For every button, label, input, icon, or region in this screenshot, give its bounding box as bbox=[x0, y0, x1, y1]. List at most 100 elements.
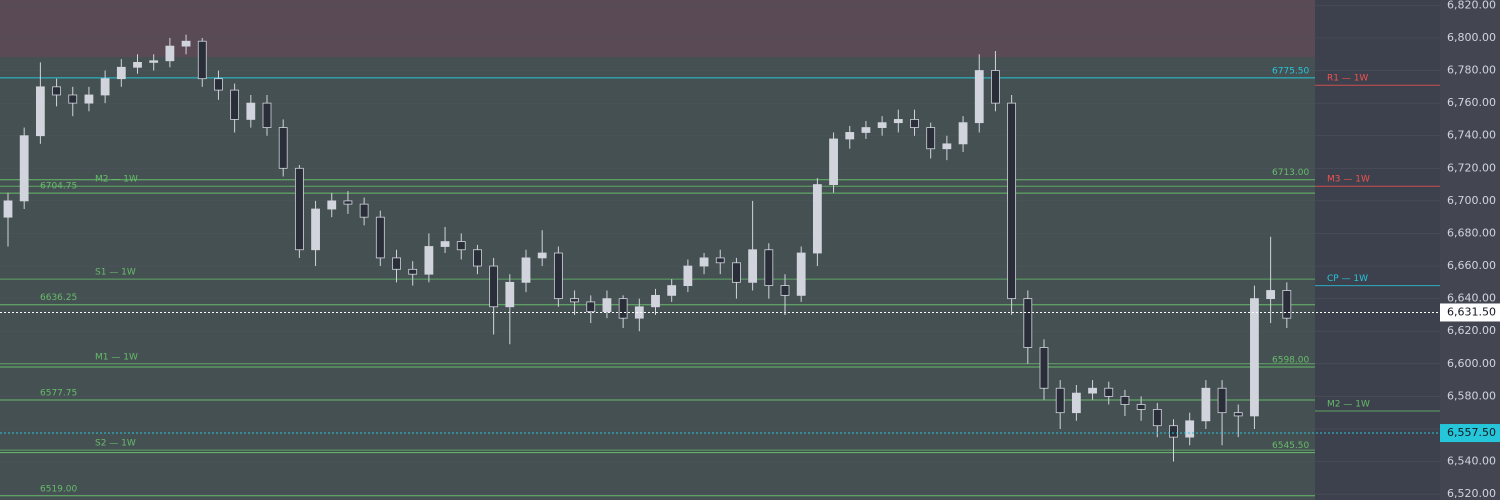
upper-zone bbox=[0, 0, 1315, 57]
candle-body bbox=[893, 119, 903, 124]
candle-body bbox=[311, 208, 320, 251]
y-tick-label: 6,740.00 bbox=[1447, 129, 1496, 142]
candle-body bbox=[181, 40, 191, 47]
level-label: 6577.75 bbox=[40, 389, 77, 399]
pivot-label: M2 — 1W bbox=[1327, 400, 1370, 410]
candle-body bbox=[812, 184, 822, 254]
candle-body bbox=[424, 246, 434, 275]
y-tick-label: 6,600.00 bbox=[1447, 357, 1496, 370]
candle-body bbox=[149, 60, 159, 63]
price-axis bbox=[1440, 0, 1500, 500]
price-marker-box bbox=[1440, 303, 1500, 322]
candle-body bbox=[602, 298, 612, 313]
candle-body bbox=[246, 102, 256, 120]
candle-body bbox=[505, 281, 515, 308]
pivot-label: M2 — 1W bbox=[95, 175, 138, 185]
candle-body bbox=[278, 127, 288, 169]
candle-body bbox=[230, 89, 240, 120]
level-label: 6636.25 bbox=[40, 293, 77, 303]
y-tick-label: 6,620.00 bbox=[1447, 324, 1496, 337]
candle-body bbox=[100, 78, 110, 96]
right-pane bbox=[1315, 0, 1440, 500]
level-label: 6775.50 bbox=[1272, 66, 1309, 76]
range-zone bbox=[0, 57, 1315, 500]
pivot-label: S2 — 1W bbox=[95, 439, 136, 449]
price-marker-label: 6,557.50 bbox=[1447, 426, 1496, 439]
candle-body bbox=[537, 252, 547, 259]
y-tick-label: 6,580.00 bbox=[1447, 389, 1496, 402]
candle-body bbox=[1185, 420, 1195, 438]
candle-body bbox=[1071, 392, 1081, 414]
candle-body bbox=[651, 294, 660, 308]
candle-body bbox=[1152, 409, 1162, 427]
candle-body bbox=[408, 268, 418, 275]
level-label: 6545.50 bbox=[1272, 441, 1309, 451]
candle-body bbox=[1088, 387, 1097, 394]
candle-body bbox=[861, 127, 871, 133]
candle-body bbox=[52, 86, 61, 96]
candle-body bbox=[440, 241, 450, 247]
candle-body bbox=[586, 301, 596, 313]
candle-body bbox=[974, 70, 984, 124]
candle-body bbox=[829, 138, 838, 185]
candle-body bbox=[1250, 298, 1259, 417]
candle-body bbox=[197, 40, 207, 80]
candle-body bbox=[1282, 290, 1292, 319]
candle-body bbox=[1120, 395, 1130, 405]
candle-body bbox=[1233, 412, 1243, 417]
candle-body bbox=[3, 200, 13, 218]
y-tick-label: 6,640.00 bbox=[1447, 292, 1496, 305]
price-marker-label: 6,631.50 bbox=[1447, 305, 1496, 318]
pivot-label: R1 — 1W bbox=[1327, 74, 1368, 84]
candle-body bbox=[667, 285, 677, 296]
candle-body bbox=[780, 285, 790, 296]
candle-body bbox=[634, 306, 644, 319]
candle-body bbox=[375, 216, 385, 259]
candle-body bbox=[68, 94, 78, 104]
y-tick-label: 6,680.00 bbox=[1447, 226, 1496, 239]
candle-body bbox=[1136, 404, 1146, 410]
candle-body bbox=[1055, 387, 1065, 414]
y-tick-label: 6,760.00 bbox=[1447, 96, 1496, 109]
candle-body bbox=[732, 262, 741, 283]
candle-body bbox=[877, 122, 887, 128]
levels-layer: 6775.506713.006704.756636.256598.006577.… bbox=[0, 66, 1440, 497]
candle-body bbox=[1201, 387, 1211, 422]
candle-body bbox=[473, 249, 482, 267]
candle-body bbox=[715, 257, 725, 264]
price-marker-box bbox=[1440, 424, 1500, 443]
candle-body bbox=[764, 249, 774, 286]
pivot-label: M3 — 1W bbox=[1327, 175, 1370, 185]
level-label: 6598.00 bbox=[1272, 356, 1309, 366]
candle-body bbox=[489, 265, 499, 308]
candle-body bbox=[942, 143, 952, 150]
y-tick-label: 6,540.00 bbox=[1447, 455, 1496, 468]
level-label: 6519.00 bbox=[40, 484, 77, 494]
y-tick-label: 6,800.00 bbox=[1447, 31, 1496, 44]
candle-body bbox=[958, 122, 968, 145]
y-tick-label: 6,700.00 bbox=[1447, 194, 1496, 207]
candle-body bbox=[456, 241, 466, 251]
y-tick-label: 6,820.00 bbox=[1447, 0, 1496, 11]
candle-body bbox=[84, 94, 94, 104]
candle-body bbox=[796, 252, 806, 296]
candle-body bbox=[1169, 425, 1178, 438]
candle-body bbox=[748, 249, 758, 283]
candle-body bbox=[19, 135, 29, 202]
candle-body bbox=[392, 257, 401, 270]
candle-body bbox=[262, 102, 272, 128]
candle-body bbox=[845, 132, 855, 140]
candle-body bbox=[926, 127, 936, 150]
candle-body bbox=[553, 252, 563, 300]
y-tick-label: 6,780.00 bbox=[1447, 64, 1496, 77]
level-label: 6713.00 bbox=[1272, 168, 1309, 178]
candle-body bbox=[1217, 387, 1227, 414]
candle-body bbox=[1007, 102, 1017, 300]
candle-body bbox=[214, 78, 223, 91]
candle-body bbox=[570, 298, 579, 303]
candle-body bbox=[116, 66, 126, 80]
candle-body bbox=[618, 298, 628, 319]
y-tick-label: 6,520.00 bbox=[1447, 487, 1496, 500]
candle-body bbox=[165, 45, 175, 62]
